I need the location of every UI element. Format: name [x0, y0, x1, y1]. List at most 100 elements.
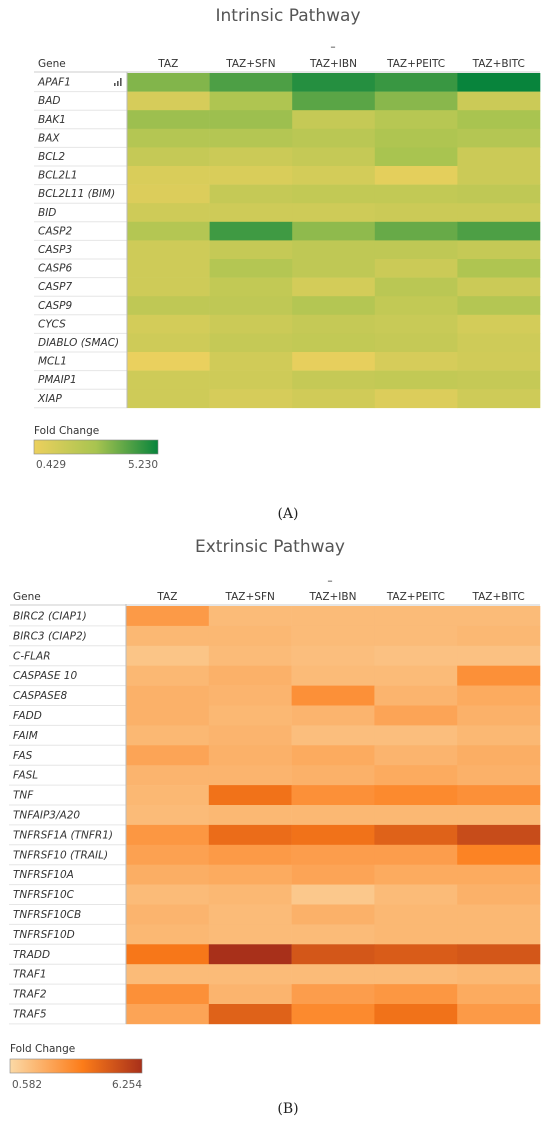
panel-a-heatmap-cell[interactable] — [209, 147, 293, 167]
panel-b-heatmap-cell[interactable] — [374, 665, 458, 686]
panel-b-heatmap-cell[interactable] — [126, 705, 210, 726]
panel-a-heatmap-cell[interactable] — [209, 128, 293, 148]
panel-b-heatmap-cell[interactable] — [291, 705, 375, 726]
panel-a-heatmap-cell[interactable] — [209, 389, 293, 409]
panel-b-heatmap-cell[interactable] — [208, 924, 292, 945]
panel-b-heatmap-cell[interactable] — [126, 745, 210, 766]
panel-a-heatmap-cell[interactable] — [209, 259, 293, 278]
panel-a-heatmap-cell[interactable] — [292, 314, 376, 334]
panel-a-heatmap-cell[interactable] — [127, 240, 210, 260]
sort-indicator-icon[interactable] — [114, 78, 122, 86]
panel-a-heatmap-cell[interactable] — [292, 370, 376, 390]
panel-b-heatmap-cell[interactable] — [457, 924, 541, 945]
panel-a-heatmap-cell[interactable] — [457, 389, 541, 409]
panel-a-heatmap-cell[interactable] — [292, 184, 376, 204]
panel-b-column-header[interactable]: TAZ+SFN — [225, 591, 275, 603]
panel-b-heatmap-cell[interactable] — [208, 606, 292, 627]
panel-a-column-header[interactable]: TAZ+BITC — [472, 58, 525, 70]
panel-b-heatmap-cell[interactable] — [291, 864, 375, 885]
panel-b-heatmap-cell[interactable] — [126, 805, 210, 826]
panel-b-column-header[interactable]: TAZ+IBN — [309, 591, 357, 603]
panel-a-heatmap-cell[interactable] — [374, 296, 458, 316]
panel-b-heatmap-cell[interactable] — [374, 984, 458, 1005]
panel-a-heatmap-cell[interactable] — [292, 91, 376, 111]
panel-a-column-header[interactable]: TAZ+SFN — [225, 58, 275, 70]
panel-b-heatmap-cell[interactable] — [291, 944, 375, 965]
panel-a-heatmap-cell[interactable] — [209, 91, 293, 111]
panel-b-heatmap-cell[interactable] — [457, 606, 541, 627]
panel-b-heatmap-cell[interactable] — [374, 705, 458, 726]
panel-a-heatmap-cell[interactable] — [374, 128, 458, 148]
panel-b-heatmap-cell[interactable] — [457, 805, 541, 826]
panel-b-column-header[interactable]: TAZ — [156, 591, 177, 603]
panel-a-heatmap-cell[interactable] — [457, 370, 541, 390]
panel-a-heatmap-cell[interactable] — [292, 221, 376, 241]
panel-b-heatmap-cell[interactable] — [208, 685, 292, 706]
panel-a-heatmap-cell[interactable] — [457, 221, 541, 241]
panel-a-heatmap-cell[interactable] — [127, 221, 210, 241]
panel-b-heatmap-cell[interactable] — [291, 685, 375, 706]
panel-b-heatmap-cell[interactable] — [374, 864, 458, 885]
panel-b-heatmap-cell[interactable] — [457, 864, 541, 885]
panel-b-heatmap-cell[interactable] — [126, 1004, 210, 1025]
panel-a-heatmap-cell[interactable] — [457, 314, 541, 334]
panel-a-heatmap-cell[interactable] — [374, 259, 458, 278]
panel-b-heatmap-cell[interactable] — [457, 824, 541, 846]
panel-a-heatmap-cell[interactable] — [209, 110, 293, 130]
panel-b-heatmap-cell[interactable] — [208, 1004, 292, 1025]
panel-b-heatmap-cell[interactable] — [208, 904, 292, 925]
panel-b-heatmap-cell[interactable] — [208, 705, 292, 726]
panel-b-heatmap-cell[interactable] — [374, 904, 458, 925]
panel-b-heatmap-cell[interactable] — [457, 745, 541, 766]
panel-a-heatmap-cell[interactable] — [457, 296, 541, 316]
panel-a-heatmap-cell[interactable] — [457, 277, 541, 297]
panel-b-heatmap-cell[interactable] — [291, 924, 375, 945]
panel-a-heatmap-cell[interactable] — [292, 389, 376, 409]
panel-a-heatmap-cell[interactable] — [127, 370, 210, 390]
panel-b-heatmap-cell[interactable] — [126, 824, 210, 846]
panel-a-heatmap-cell[interactable] — [457, 147, 541, 167]
panel-a-heatmap-cell[interactable] — [457, 203, 541, 223]
panel-b-heatmap-cell[interactable] — [208, 785, 292, 806]
panel-a-heatmap-cell[interactable] — [292, 147, 376, 167]
panel-b-heatmap-cell[interactable] — [126, 984, 210, 1005]
panel-b-heatmap-cell[interactable] — [291, 844, 375, 865]
panel-a-heatmap-cell[interactable] — [292, 203, 376, 223]
panel-a-heatmap-cell[interactable] — [457, 240, 541, 260]
panel-b-heatmap-cell[interactable] — [457, 904, 541, 925]
panel-a-heatmap-cell[interactable] — [209, 184, 293, 204]
panel-b-heatmap-cell[interactable] — [457, 844, 541, 865]
panel-b-heatmap-cell[interactable] — [457, 725, 541, 746]
panel-b-heatmap-cell[interactable] — [126, 964, 210, 985]
panel-b-heatmap-cell[interactable] — [457, 645, 541, 666]
panel-a-heatmap-cell[interactable] — [374, 370, 458, 390]
panel-a-heatmap-cell[interactable] — [374, 333, 458, 353]
panel-b-heatmap-cell[interactable] — [291, 606, 375, 627]
panel-b-heatmap-cell[interactable] — [374, 765, 458, 786]
panel-b-heatmap-cell[interactable] — [291, 645, 375, 666]
panel-b-heatmap-cell[interactable] — [126, 665, 210, 686]
panel-b-heatmap-cell[interactable] — [126, 785, 210, 806]
panel-a-heatmap-cell[interactable] — [127, 184, 210, 204]
panel-a-heatmap-cell[interactable] — [292, 166, 376, 185]
panel-b-heatmap-cell[interactable] — [126, 844, 210, 865]
panel-a-column-header[interactable]: TAZ+PEITC — [386, 58, 445, 70]
panel-b-heatmap-cell[interactable] — [457, 705, 541, 726]
panel-a-heatmap-cell[interactable] — [292, 296, 376, 316]
panel-a-heatmap-cell[interactable] — [209, 73, 293, 92]
panel-b-heatmap-cell[interactable] — [457, 884, 541, 905]
panel-b-heatmap-cell[interactable] — [126, 725, 210, 746]
panel-b-heatmap-cell[interactable] — [208, 864, 292, 885]
panel-b-heatmap-cell[interactable] — [457, 785, 541, 806]
panel-a-heatmap-cell[interactable] — [127, 147, 210, 167]
panel-a-heatmap-cell[interactable] — [127, 389, 210, 409]
panel-a-heatmap-cell[interactable] — [374, 277, 458, 297]
panel-a-heatmap-cell[interactable] — [374, 221, 458, 241]
panel-b-heatmap-cell[interactable] — [208, 844, 292, 865]
panel-b-heatmap-cell[interactable] — [208, 765, 292, 786]
panel-b-heatmap-cell[interactable] — [208, 645, 292, 666]
panel-a-heatmap-cell[interactable] — [374, 110, 458, 130]
panel-b-heatmap-cell[interactable] — [457, 685, 541, 706]
panel-a-heatmap-cell[interactable] — [374, 184, 458, 204]
panel-b-heatmap-cell[interactable] — [208, 944, 292, 965]
